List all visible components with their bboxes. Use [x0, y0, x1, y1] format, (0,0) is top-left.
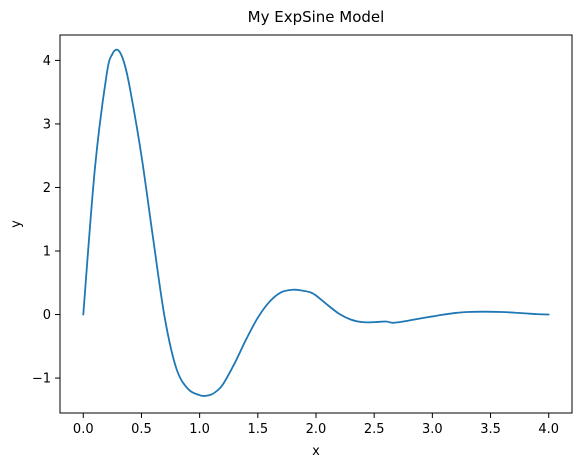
x-tick-label: 3.0	[422, 422, 443, 437]
x-tick-label: 0.5	[131, 422, 152, 437]
x-axis: 0.0 0.5 1.0 1.5 2.0 2.5 3.0 3.5 4.0	[73, 413, 559, 437]
y-tick-label: 4	[43, 54, 51, 69]
x-tick-label: 1.0	[189, 422, 210, 437]
x-tick-label: 2.5	[364, 422, 385, 437]
x-tick-label: 3.5	[480, 422, 501, 437]
y-tick-label: 3	[43, 117, 51, 132]
y-tick-label: 0	[43, 308, 51, 323]
y-axis: −1 0 1 2 3 4	[32, 54, 60, 387]
y-tick-label: 2	[43, 181, 51, 196]
y-tick-label: 1	[43, 245, 51, 260]
chart-title: My ExpSine Model	[248, 8, 385, 26]
x-tick-label: 4.0	[538, 422, 559, 437]
x-axis-label: x	[312, 444, 320, 459]
y-axis-label: y	[9, 220, 24, 228]
y-tick-label: −1	[32, 372, 51, 387]
x-tick-label: 2.0	[306, 422, 327, 437]
x-tick-label: 0.0	[73, 422, 94, 437]
plot-frame	[59, 34, 573, 414]
series-layer	[82, 48, 550, 397]
x-tick-label: 1.5	[247, 422, 268, 437]
series-line	[82, 48, 550, 397]
plot-area	[59, 34, 573, 414]
